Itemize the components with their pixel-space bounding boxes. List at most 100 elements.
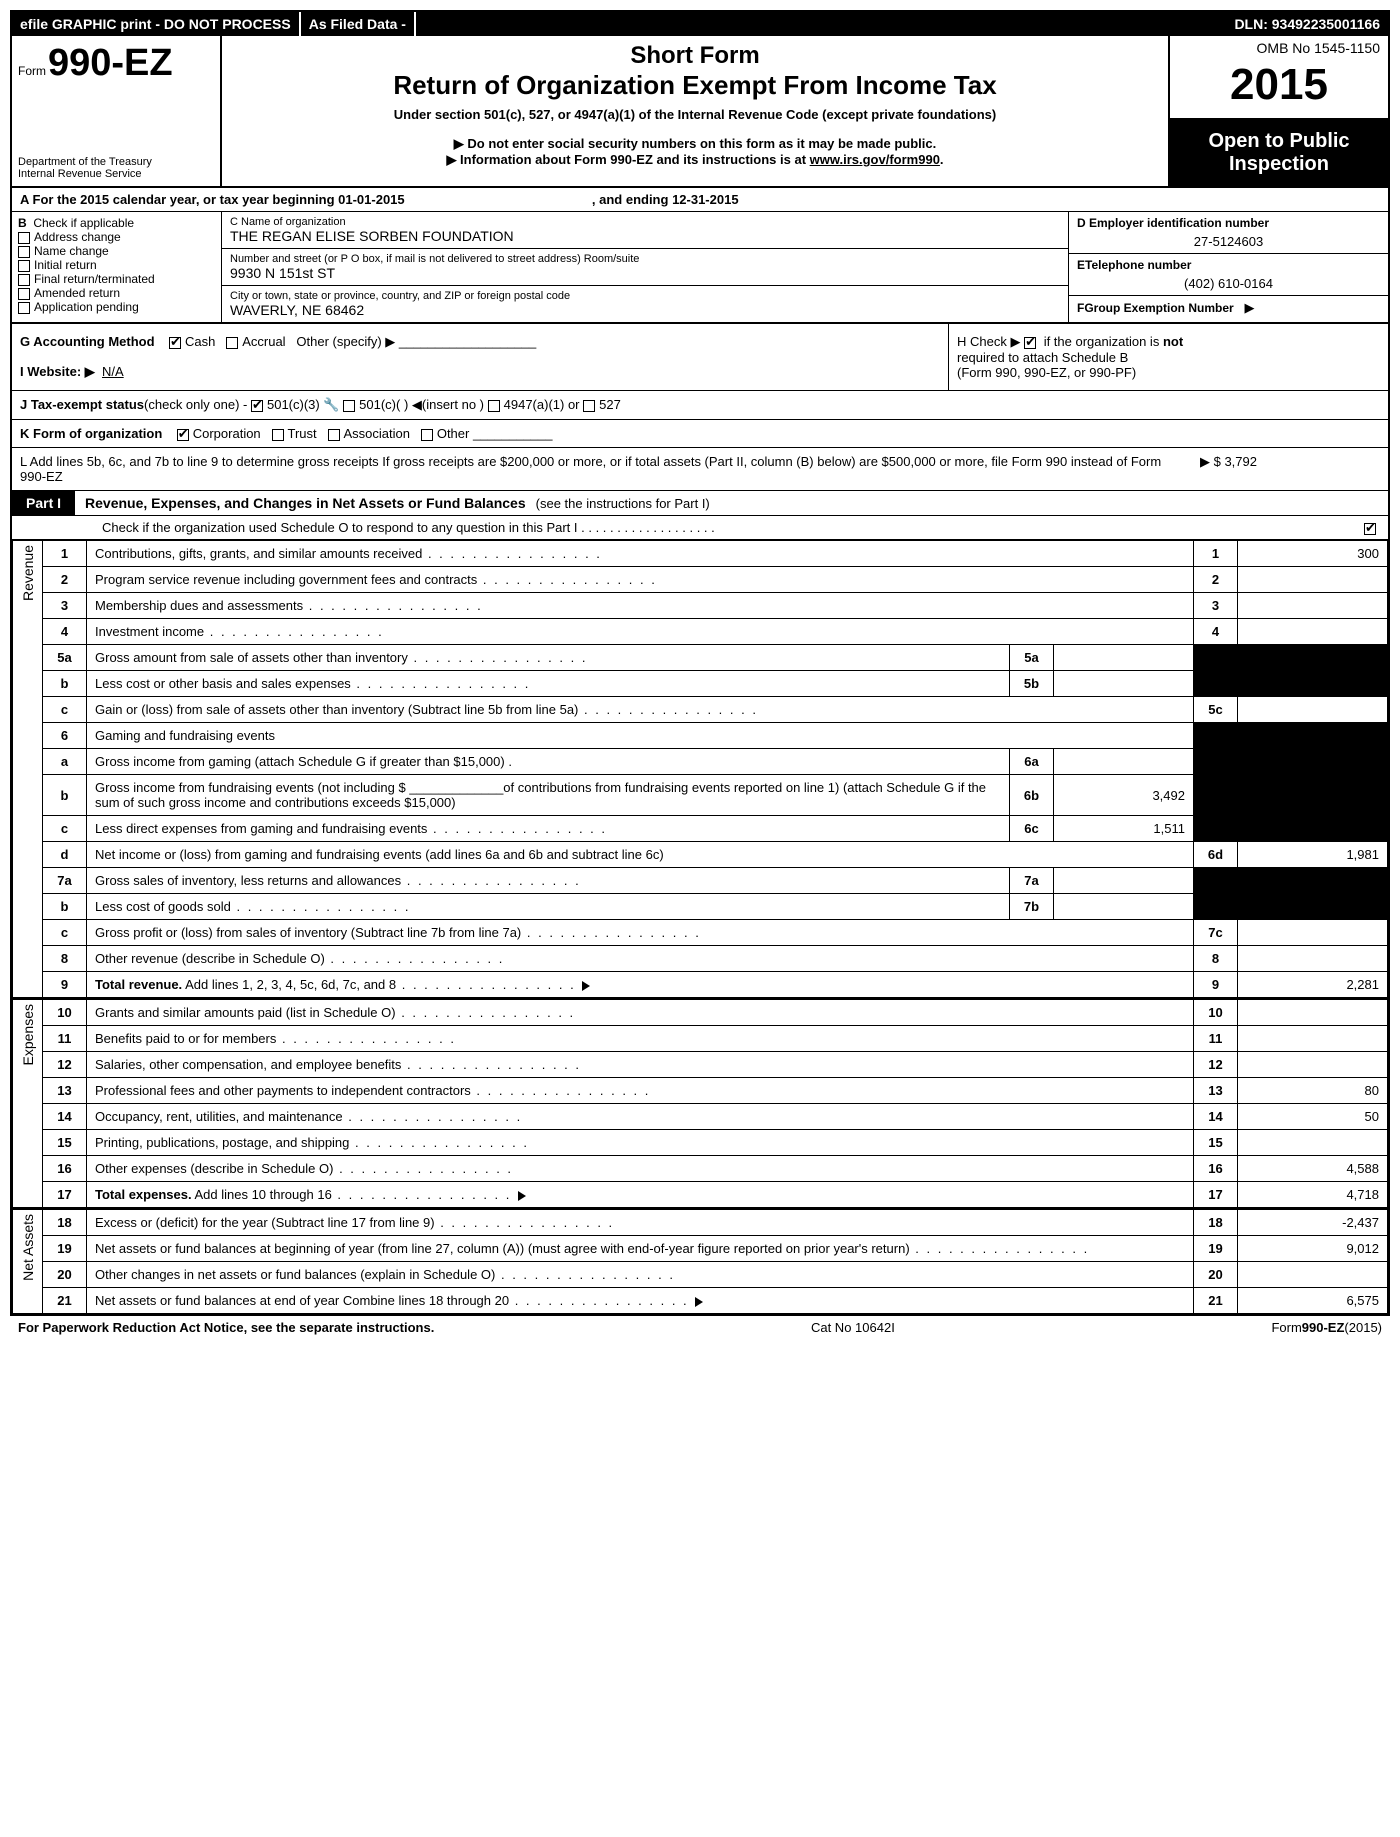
checkbox-501c3[interactable] [251,400,263,412]
table-row: 1Contributions, gifts, grants, and simil… [43,541,1388,567]
table-row: 2Program service revenue including gover… [43,567,1388,593]
amt-line-21: 6,575 [1238,1288,1388,1314]
form-title-1: Short Form [232,42,1158,70]
part-1-header: Part I Revenue, Expenses, and Changes in… [12,491,1388,516]
checkbox-name-change[interactable]: Name change [18,244,215,258]
amt-line-13: 80 [1238,1078,1388,1104]
part-1-check-row: Check if the organization used Schedule … [12,516,1388,540]
asfiled-label: As Filed Data - [301,12,416,36]
arrow-icon [582,981,590,991]
table-row: 5aGross amount from sale of assets other… [43,645,1388,671]
checkbox-address-change[interactable]: Address change [18,230,215,244]
header-right: OMB No 1545-1150 2015 Open to Public Ins… [1168,36,1388,186]
phone-cell: ETelephone number (402) 610-0164 [1069,254,1388,296]
net-assets-table: 18Excess or (deficit) for the year (Subt… [42,1209,1388,1314]
part-1-title: Revenue, Expenses, and Changes in Net As… [75,491,536,515]
website-row: I Website: ▶ N/A [20,364,940,380]
accounting-method: G Accounting Method Cash Accrual Other (… [20,334,940,350]
amt-line-16: 4,588 [1238,1156,1388,1182]
table-row: 8Other revenue (describe in Schedule O)8 [43,946,1388,972]
arrow-icon [518,1191,526,1201]
header-center: Short Form Return of Organization Exempt… [222,36,1168,186]
row-j: J Tax-exempt status(check only one) - 50… [12,391,1388,420]
org-name: THE REGAN ELISE SORBEN FOUNDATION [230,228,1060,244]
table-row: 17Total expenses. Add lines 10 through 1… [43,1182,1388,1208]
table-row: cLess direct expenses from gaming and fu… [43,816,1388,842]
form-page: efile GRAPHIC print - DO NOT PROCESS As … [10,10,1390,1316]
table-row: 9Total revenue. Add lines 1, 2, 3, 4, 5c… [43,972,1388,998]
checkbox-cash[interactable] [169,337,181,349]
checkbox-501c[interactable] [343,400,355,412]
group-exemption-cell: FGroup Exemption Number ▶ [1069,296,1388,320]
form-number: Form 990-EZ [18,42,214,85]
page-footer: For Paperwork Reduction Act Notice, see … [10,1316,1390,1339]
cat-no: Cat No 10642I [434,1320,1271,1335]
checkbox-initial-return[interactable]: Initial return [18,258,215,272]
table-row: cGross profit or (loss) from sales of in… [43,920,1388,946]
checkbox-assoc[interactable] [328,429,340,441]
ein-cell: D Employer identification number 27-5124… [1069,212,1388,254]
checkbox-corp[interactable] [177,429,189,441]
revenue-block: Revenue 1Contributions, gifts, grants, a… [12,540,1388,999]
net-assets-side-label: Net Assets [12,1209,42,1314]
dln-label: DLN: 93492235001166 [1226,12,1388,36]
header-left: Form 990-EZ Department of the Treasury I… [12,36,222,186]
gross-receipts-amt: ▶ $ 3,792 [1180,454,1380,484]
revenue-table: 1Contributions, gifts, grants, and simil… [42,540,1388,998]
section-g-i: G Accounting Method Cash Accrual Other (… [12,324,948,390]
form-title-2: Return of Organization Exempt From Incom… [232,70,1158,101]
org-addr-label: Number and street (or P O box, if mail i… [230,253,1060,265]
table-row: 3Membership dues and assessments3 [43,593,1388,619]
tax-year: 2015 [1170,60,1388,120]
revenue-side-label: Revenue [12,540,42,998]
table-row: 20Other changes in net assets or fund ba… [43,1262,1388,1288]
open-to-public: Open to Public Inspection [1170,120,1388,186]
amt-line-6c: 1,511 [1054,816,1194,842]
table-row: dNet income or (loss) from gaming and fu… [43,842,1388,868]
checkbox-4947[interactable] [488,400,500,412]
amt-line-14: 50 [1238,1104,1388,1130]
amt-line-9: 2,281 [1238,972,1388,998]
amt-line-1: 300 [1238,541,1388,567]
table-row: cGain or (loss) from sale of assets othe… [43,697,1388,723]
checkbox-amended-return[interactable]: Amended return [18,286,215,300]
paperwork-notice: For Paperwork Reduction Act Notice, see … [18,1320,434,1335]
org-city-label: City or town, state or province, country… [230,290,1060,302]
amt-line-17: 4,718 [1238,1182,1388,1208]
form-ref: Form990-EZ(2015) [1271,1320,1382,1335]
table-row: 12Salaries, other compensation, and empl… [43,1052,1388,1078]
table-row: bLess cost of goods sold7b [43,894,1388,920]
checkbox-527[interactable] [583,400,595,412]
section-h: H Check ▶ if the organization is not req… [948,324,1388,390]
form-header: Form 990-EZ Department of the Treasury I… [12,36,1388,188]
checkbox-trust[interactable] [272,429,284,441]
table-row: 10Grants and similar amounts paid (list … [43,1000,1388,1026]
omb-number: OMB No 1545-1150 [1170,36,1388,60]
topbar: efile GRAPHIC print - DO NOT PROCESS As … [12,12,1388,36]
checkbox-h[interactable] [1024,337,1036,349]
table-row: 18Excess or (deficit) for the year (Subt… [43,1210,1388,1236]
table-row: bGross income from fundraising events (n… [43,775,1388,816]
table-row: 4Investment income4 [43,619,1388,645]
net-assets-block: Net Assets 18Excess or (deficit) for the… [12,1209,1388,1314]
expenses-side-label: Expenses [12,999,42,1208]
checkbox-other-org[interactable] [421,429,433,441]
table-row: 7aGross sales of inventory, less returns… [43,868,1388,894]
amt-line-6d: 1,981 [1238,842,1388,868]
checkbox-schedule-o[interactable] [1364,523,1376,535]
efile-label: efile GRAPHIC print - DO NOT PROCESS [12,12,301,36]
form-subtitle-3: ▶ Information about Form 990-EZ and its … [232,152,1158,168]
checkbox-accrual[interactable] [226,337,238,349]
table-row: 21Net assets or fund balances at end of … [43,1288,1388,1314]
table-row: bLess cost or other basis and sales expe… [43,671,1388,697]
expenses-block: Expenses 10Grants and similar amounts pa… [12,999,1388,1209]
arrow-icon [695,1297,703,1307]
checkbox-application-pending[interactable]: Application pending [18,300,215,314]
amt-line-6b: 3,492 [1054,775,1194,816]
table-row: 6Gaming and fundraising events [43,723,1388,749]
table-row: aGross income from gaming (attach Schedu… [43,749,1388,775]
checkbox-final-return[interactable]: Final return/terminated [18,272,215,286]
org-name-label: C Name of organization [230,216,1060,228]
row-k: K Form of organization Corporation Trust… [12,420,1388,448]
form-subtitle-1: Under section 501(c), 527, or 4947(a)(1)… [232,107,1158,122]
